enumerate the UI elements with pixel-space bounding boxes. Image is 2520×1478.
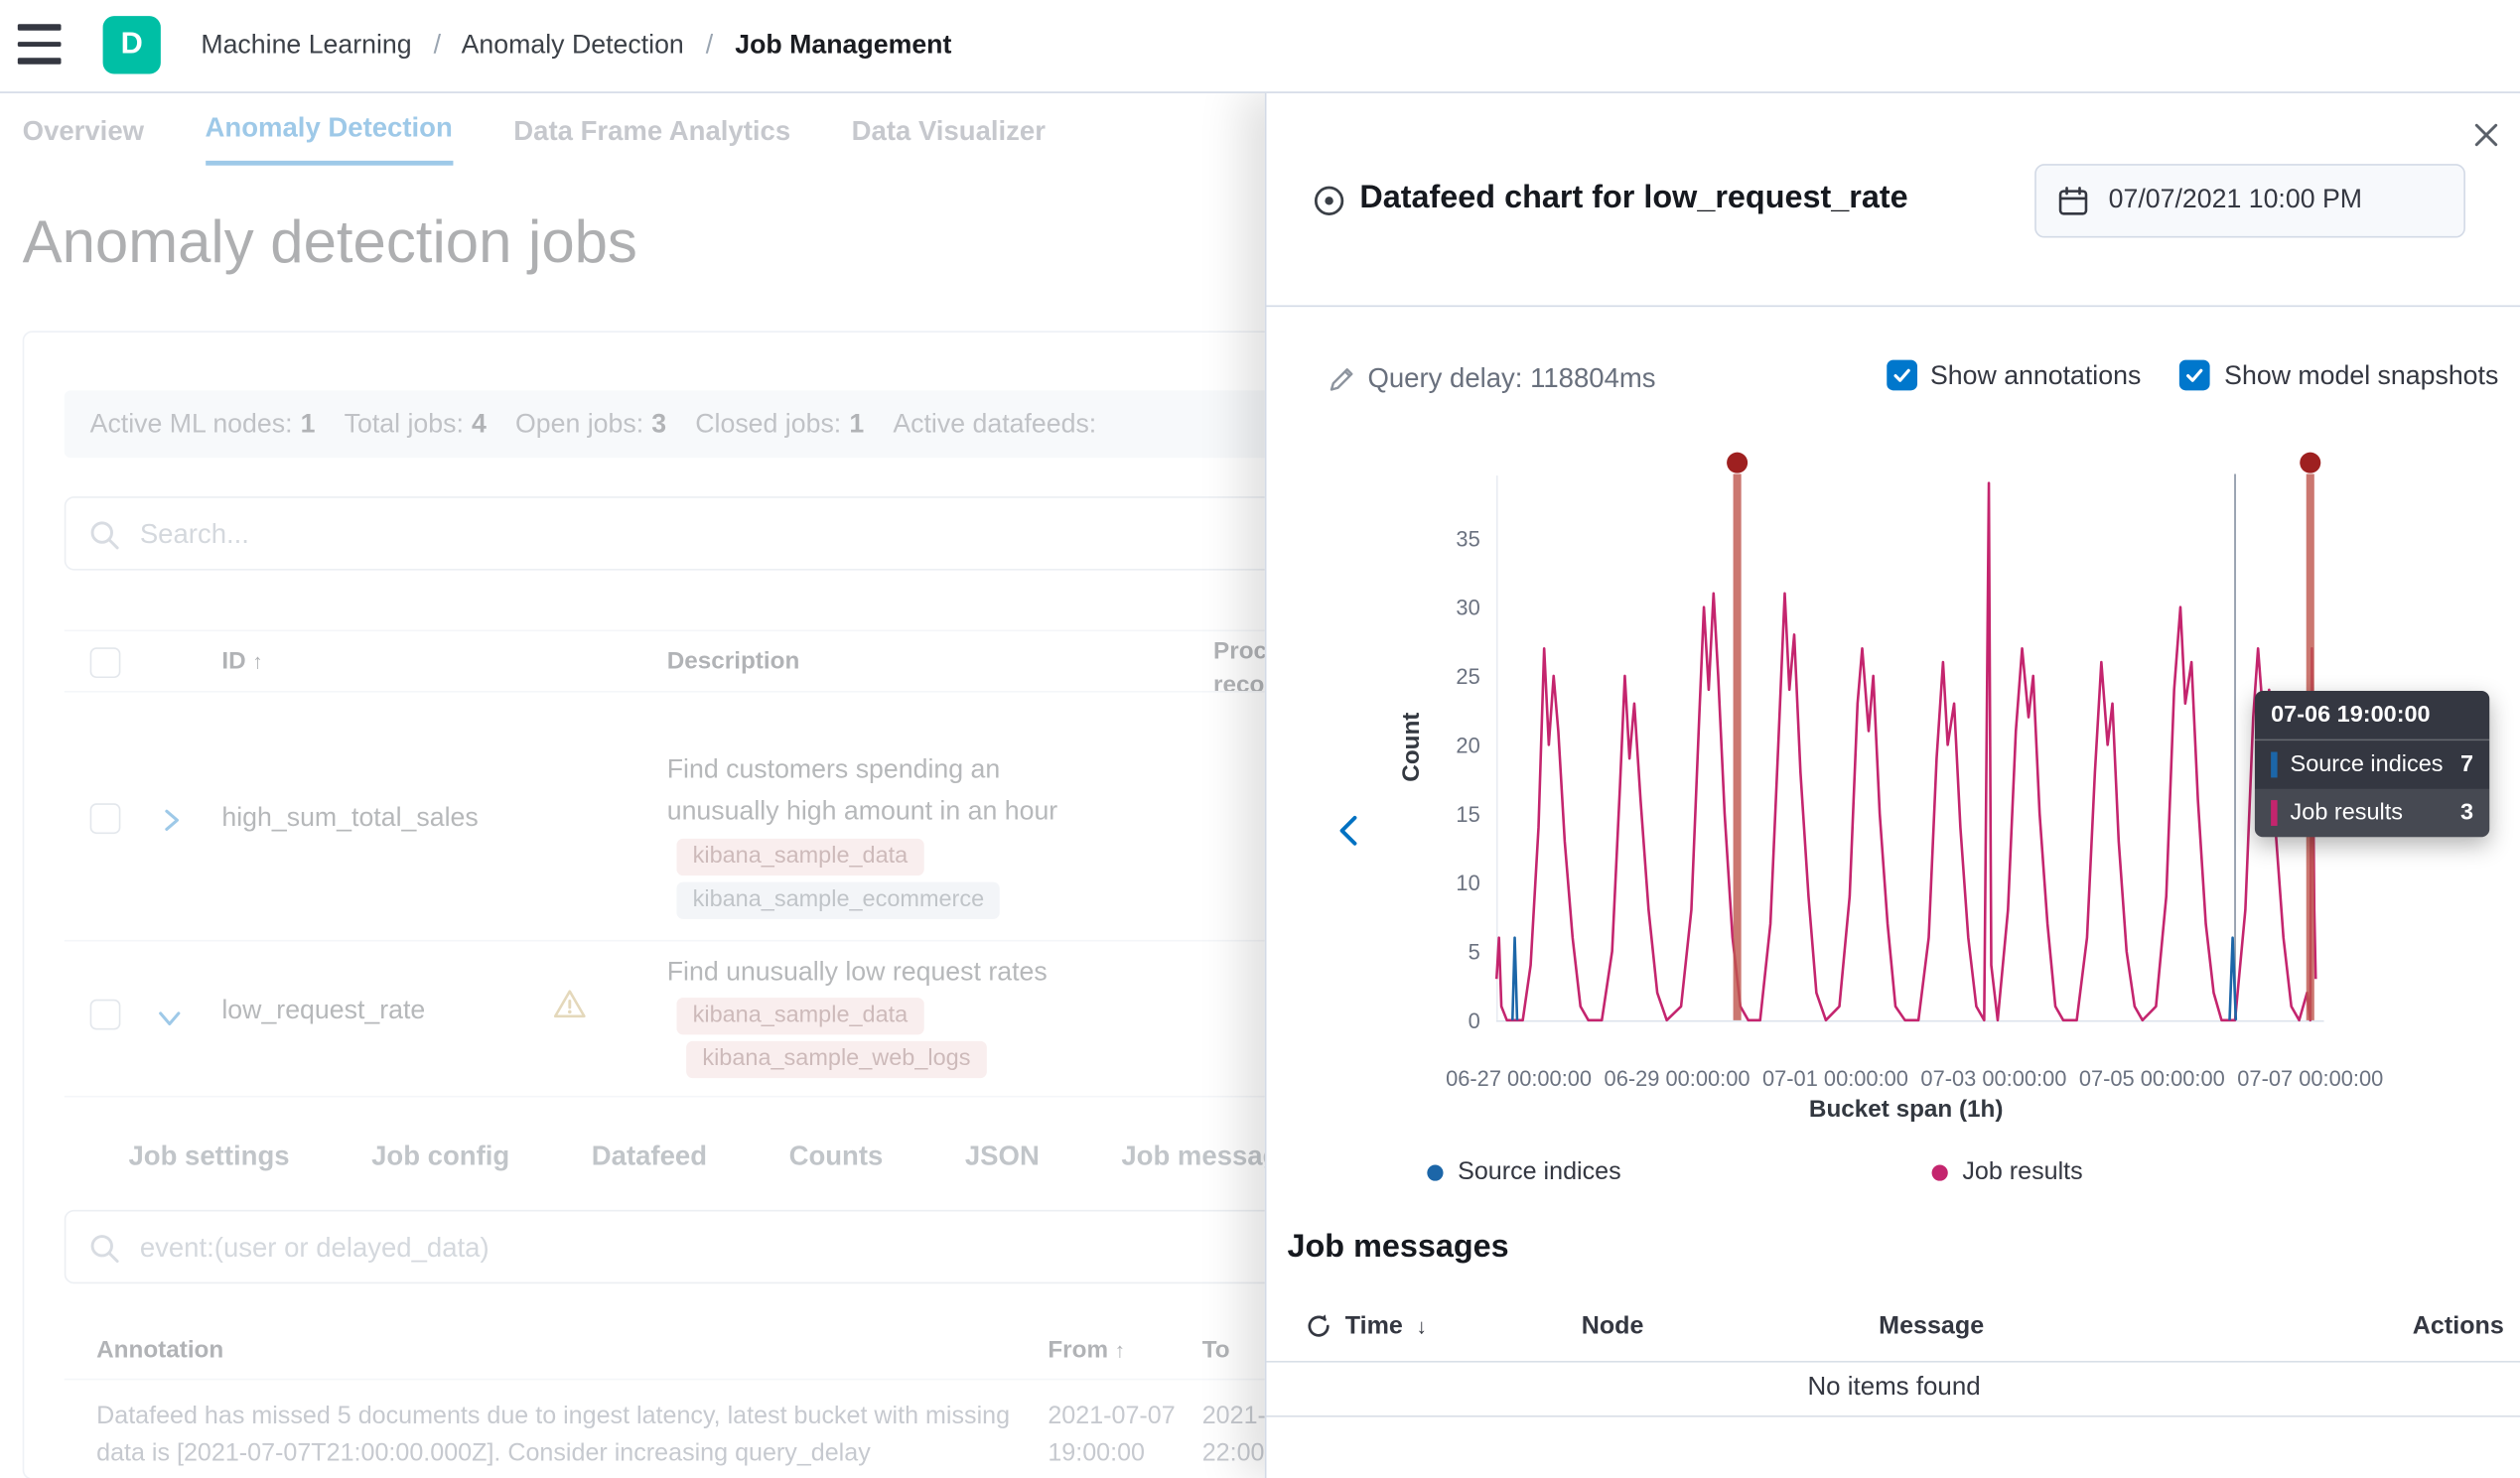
breadcrumb-item-machine-learning[interactable]: Machine Learning xyxy=(201,30,412,60)
svg-text:35: 35 xyxy=(1456,526,1479,551)
close-icon[interactable] xyxy=(2468,119,2504,155)
breadcrumb: Machine Learning / Anomaly Detection / J… xyxy=(201,0,951,91)
tooltip-timestamp: 07-06 19:00:00 xyxy=(2254,691,2490,741)
datafeed-chart-flyout: Datafeed chart for low_request_rate 07/0… xyxy=(1264,91,2520,1478)
flyout-title: Datafeed chart for low_request_rate xyxy=(1359,180,1908,215)
svg-text:07-05 00:00:00: 07-05 00:00:00 xyxy=(2079,1066,2225,1091)
global-header: D Machine Learning / Anomaly Detection /… xyxy=(0,0,2520,93)
chevron-left-icon[interactable] xyxy=(1330,811,1369,853)
show-model-snapshots-label[interactable]: Show model snapshots xyxy=(2224,361,2499,391)
svg-text:25: 25 xyxy=(1456,664,1479,689)
column-header-message: Message xyxy=(1879,1312,1985,1340)
show-annotations-label[interactable]: Show annotations xyxy=(1929,361,2142,391)
legend-item-job-results[interactable]: Job results xyxy=(1931,1158,2083,1187)
legend-dot xyxy=(1427,1164,1444,1181)
menu-icon[interactable] xyxy=(17,24,63,66)
column-header-node: Node xyxy=(1581,1312,1644,1340)
tooltip-row: Source indices 7 xyxy=(2255,740,2489,789)
svg-text:Bucket span (1h): Bucket span (1h) xyxy=(1809,1096,2004,1123)
svg-text:07-07 00:00:00: 07-07 00:00:00 xyxy=(2237,1066,2383,1091)
sort-desc-icon: ↓ xyxy=(1416,1314,1427,1339)
tooltip-row: Job results 3 xyxy=(2254,788,2490,838)
series-swatch xyxy=(2271,800,2278,826)
svg-text:15: 15 xyxy=(1456,802,1479,827)
show-model-snapshots-checkbox[interactable] xyxy=(2178,359,2210,391)
svg-text:Count: Count xyxy=(1398,713,1425,782)
chart-tooltip: 07-06 19:00:00 Source indices 7 Job resu… xyxy=(2254,691,2490,838)
date-picker-button[interactable]: 07/07/2021 10:00 PM xyxy=(2034,164,2465,238)
table-divider xyxy=(1266,1360,2520,1363)
legend-item-source-indices[interactable]: Source indices xyxy=(1427,1158,1621,1187)
breadcrumb-item-job-management: Job Management xyxy=(735,30,952,60)
space-avatar[interactable]: D xyxy=(102,16,161,74)
refresh-icon[interactable] xyxy=(1305,1312,1332,1340)
svg-text:20: 20 xyxy=(1456,733,1479,757)
date-picker-value: 07/07/2021 10:00 PM xyxy=(2108,185,2363,214)
datafeed-icon xyxy=(1314,186,1344,215)
calendar-icon xyxy=(2058,187,2088,215)
table-divider xyxy=(1266,1415,2520,1417)
series-swatch xyxy=(2271,751,2278,778)
svg-text:06-29 00:00:00: 06-29 00:00:00 xyxy=(1605,1066,1750,1091)
breadcrumb-item-anomaly-detection[interactable]: Anomaly Detection xyxy=(461,30,684,60)
svg-text:0: 0 xyxy=(1469,1008,1480,1033)
breadcrumb-separator: / xyxy=(433,30,442,60)
svg-text:30: 30 xyxy=(1456,596,1479,620)
svg-text:07-01 00:00:00: 07-01 00:00:00 xyxy=(1762,1066,1908,1091)
svg-text:06-27 00:00:00: 06-27 00:00:00 xyxy=(1446,1066,1592,1091)
breadcrumb-separator: / xyxy=(705,30,714,60)
column-header-actions: Actions xyxy=(2412,1312,2504,1340)
pencil-icon[interactable] xyxy=(1328,364,1356,393)
legend-dot xyxy=(1931,1164,1948,1181)
svg-text:5: 5 xyxy=(1469,940,1480,965)
svg-text:10: 10 xyxy=(1456,871,1479,895)
column-header-time[interactable]: Time ↓ xyxy=(1344,1312,1427,1340)
job-messages-title: Job messages xyxy=(1287,1229,1509,1265)
query-delay-label: Query delay: 118804ms xyxy=(1367,362,1656,394)
svg-text:07-03 00:00:00: 07-03 00:00:00 xyxy=(1920,1066,2066,1091)
flyout-divider xyxy=(1266,305,2520,308)
show-annotations-checkbox[interactable] xyxy=(1887,359,1918,391)
empty-table-message: No items found xyxy=(1807,1373,1981,1402)
